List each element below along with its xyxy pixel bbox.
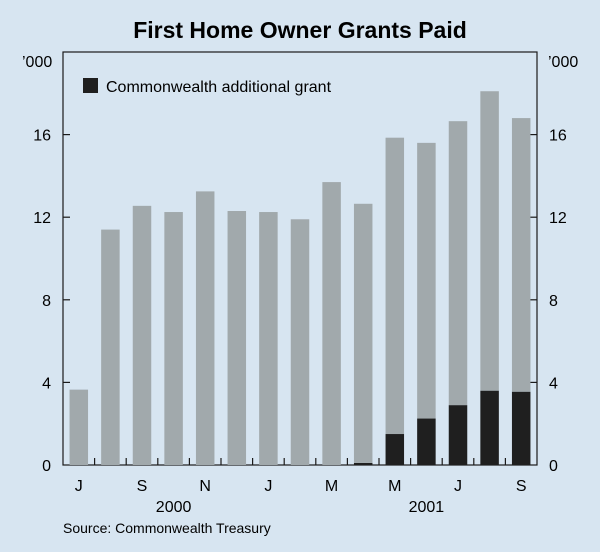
y-tick-label-right: 4 — [549, 375, 558, 392]
bar-other — [448, 121, 468, 406]
y-tick-label-left: 4 — [42, 375, 51, 392]
legend: Commonwealth additional grant — [83, 78, 332, 96]
bar-other — [480, 91, 499, 391]
legend-swatch-additional — [83, 78, 98, 93]
y-tick-label-left: 12 — [33, 210, 51, 227]
bar-other — [227, 211, 247, 465]
y-tick-label-right: 16 — [549, 128, 567, 145]
right-unit-label: ’000 — [548, 54, 578, 71]
bar-other — [417, 142, 436, 419]
year-label: 2001 — [409, 499, 445, 516]
left-unit-label: ’000 — [22, 54, 52, 71]
bar-other — [322, 182, 341, 465]
bar-other — [290, 219, 310, 465]
bar-group — [69, 91, 531, 465]
bar-other — [259, 212, 278, 465]
x-tick-label: J — [75, 478, 83, 495]
x-tick-label: M — [388, 478, 401, 495]
bar-additional — [417, 418, 436, 465]
bar-additional — [385, 434, 405, 465]
chart-title: First Home Owner Grants Paid — [133, 17, 467, 43]
bar-additional — [480, 390, 499, 465]
bar-additional — [448, 405, 468, 465]
bar-other — [195, 191, 215, 465]
x-tick-label: J — [454, 478, 462, 495]
bar-other — [132, 205, 152, 465]
x-axis-ticks: J S N J M M J S 2000 2001 — [75, 458, 527, 516]
x-tick-label: J — [264, 478, 272, 495]
y-tick-label-left: 0 — [42, 458, 51, 475]
legend-label-additional: Commonwealth additional grant — [106, 79, 332, 96]
bar-other — [69, 389, 89, 465]
y-tick-label-left: 16 — [33, 128, 51, 145]
y-tick-label-left: 8 — [42, 293, 51, 310]
y-tick-label-right: 8 — [549, 293, 558, 310]
bar-other — [164, 212, 183, 465]
source-note: Source: Commonwealth Treasury — [63, 520, 271, 536]
x-tick-label: N — [199, 478, 211, 495]
y-tick-label-right: 0 — [549, 458, 558, 475]
bar-other — [385, 137, 405, 435]
x-tick-label: M — [325, 478, 338, 495]
y-axis-ticks: 0 0 4 4 8 8 12 12 16 16 — [33, 128, 567, 475]
bar-other — [101, 229, 120, 465]
bar-additional — [353, 462, 373, 465]
bar-other — [511, 118, 531, 392]
year-label: 2000 — [156, 499, 192, 516]
y-tick-label-right: 12 — [549, 210, 567, 227]
bar-other — [353, 203, 373, 463]
x-tick-label: S — [516, 478, 527, 495]
bar-additional — [511, 391, 531, 465]
x-tick-label: S — [137, 478, 148, 495]
